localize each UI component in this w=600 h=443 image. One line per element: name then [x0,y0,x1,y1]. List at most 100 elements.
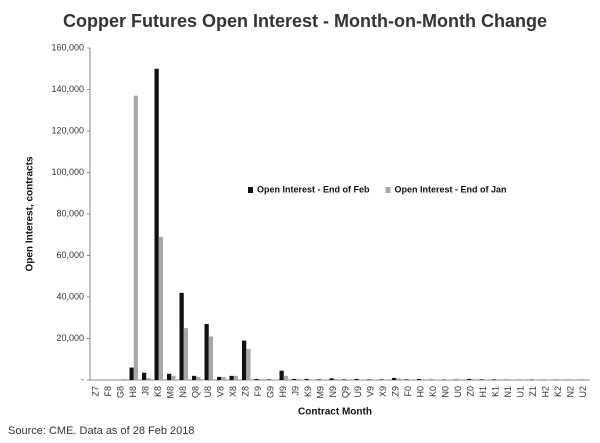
x-tick-label: J9 [291,386,301,396]
x-tick-label: K2 [553,386,563,397]
x-tick-label: U9 [353,386,363,398]
bar [196,376,201,380]
x-tick-label: U0 [453,386,463,398]
x-tick-label: J8 [141,386,151,396]
bar [158,236,163,380]
source-note: Source: CME. Data as of 28 Feb 2018 [8,425,195,437]
y-tick-label: 140,000 [51,84,84,94]
x-tick-label: Z8 [241,386,251,397]
y-tick-label: 120,000 [51,125,84,135]
x-tick-label: V8 [216,386,226,397]
bar [321,379,326,380]
bar [192,375,197,380]
x-tick-label: V9 [366,386,376,397]
x-tick-label: H2 [541,386,551,398]
x-tick-label: F0 [403,386,413,397]
x-tick-label: M8 [166,386,176,399]
x-tick-label: Z7 [91,386,101,397]
bar [379,379,384,380]
x-tick-label: Q8 [191,386,201,398]
legend-label: Open Interest - End of Jan [395,184,507,194]
y-tick-label: 100,000 [51,167,84,177]
bar [317,379,322,380]
bar [183,328,188,380]
y-tick-label: 60,000 [56,250,84,260]
bar [267,379,272,380]
bar [254,378,259,380]
x-tick-label: N2 [566,386,576,398]
bar [133,95,138,380]
y-tick-label: 80,000 [56,208,84,218]
bar [308,379,313,380]
bar [304,378,309,380]
y-tick-label: 40,000 [56,291,84,301]
x-tick-label: X8 [228,386,238,397]
bar [392,377,397,380]
x-tick-label: K0 [428,386,438,397]
x-axis-title: Contract Month [298,407,372,418]
bar [154,68,159,380]
bar [367,379,372,380]
bar [283,375,288,380]
bar [258,378,263,380]
x-tick-label: N8 [178,386,188,398]
bar [217,376,222,380]
x-tick-label: K9 [303,386,313,397]
bar [246,348,251,380]
bar [467,378,472,380]
x-tick-label: N9 [328,386,338,398]
bar [167,373,172,380]
bar [279,370,284,380]
bar [208,336,213,380]
bar [421,379,426,380]
y-tick-label: 160,000 [51,42,84,52]
legend-swatch [385,187,391,193]
bar [333,378,338,380]
x-tick-label: M9 [316,386,326,399]
bar [296,378,301,380]
bar [292,378,297,380]
bar [171,375,176,380]
bar [358,379,363,380]
x-tick-label: G8 [116,386,126,398]
x-tick-label: U8 [203,386,213,398]
bar [417,378,422,380]
y-tick-label: 20,000 [56,333,84,343]
bar [142,372,147,380]
legend-label: Open Interest - End of Feb [257,184,370,194]
bar [179,292,184,380]
x-tick-label: U2 [578,386,588,398]
x-tick-label: H0 [416,386,426,398]
x-tick-label: G9 [266,386,276,398]
x-tick-label: X9 [378,386,388,397]
bar [121,378,126,380]
x-tick-label: N1 [503,386,513,398]
x-tick-label: F9 [253,386,263,397]
x-tick-label: H9 [278,386,288,398]
legend-swatch [248,187,253,193]
bar [129,367,134,380]
bar [242,340,247,380]
bar [492,379,497,380]
x-tick-label: Z1 [528,386,538,397]
x-tick-label: Z0 [466,386,476,397]
bar [479,379,484,380]
bar [229,375,234,380]
x-tick-label: Z9 [391,386,401,397]
bar [354,378,359,380]
bar [146,377,151,380]
y-tick-label: - [81,374,84,384]
bar [329,378,334,380]
bar [404,379,409,380]
x-tick-label: H1 [478,386,488,398]
x-tick-label: K8 [153,386,163,397]
x-tick-label: F8 [103,386,113,397]
bar [221,376,226,380]
x-tick-label: N0 [441,386,451,398]
x-tick-label: U1 [516,386,526,398]
y-axis-title: Open Interest, contracts [25,156,36,271]
x-tick-label: H8 [128,386,138,398]
bar [396,378,401,380]
